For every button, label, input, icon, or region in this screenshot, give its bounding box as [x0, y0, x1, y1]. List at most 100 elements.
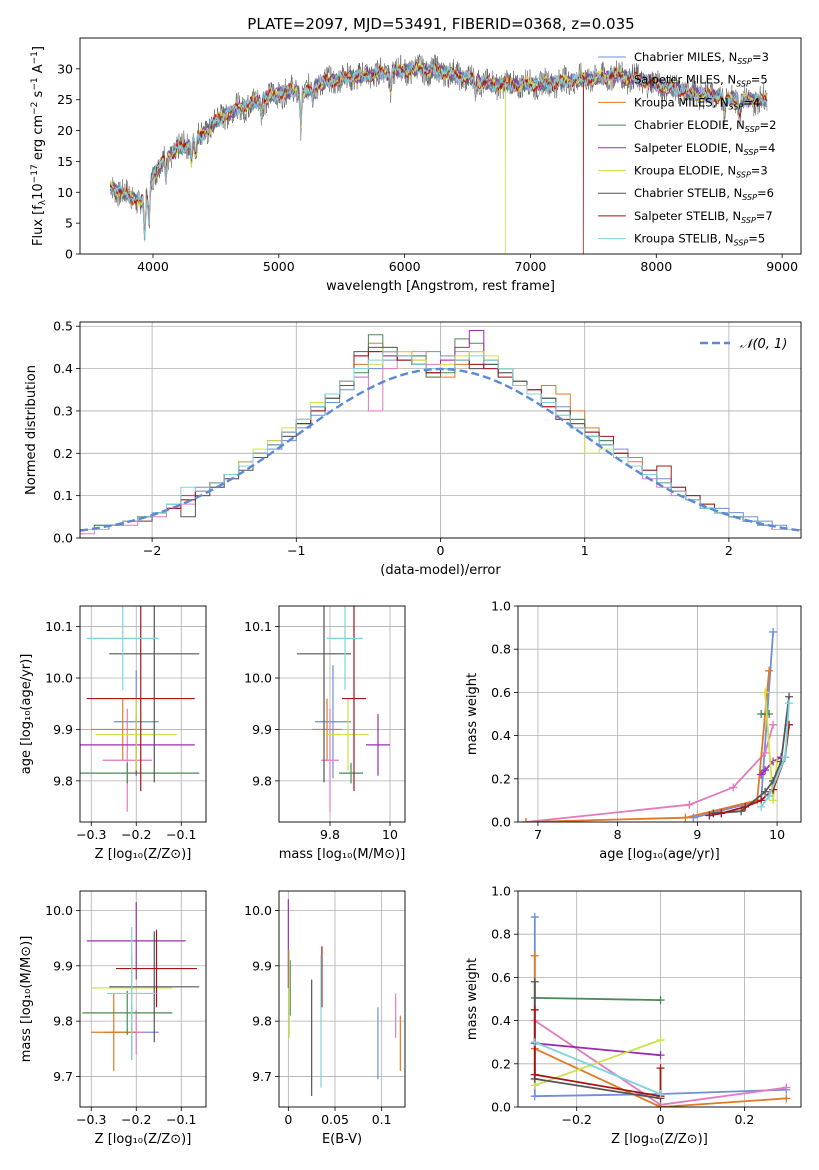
y-axis-label-part: 10: [31, 183, 46, 200]
x-tick-label: 0: [284, 1112, 292, 1127]
y-axis-label-part: erg cm: [31, 115, 46, 164]
legend-label: Salpeter ELODIE, NSSP=4: [634, 141, 775, 157]
weight-marker-chabrier_miles: [769, 627, 778, 636]
legend-label-sub: SSP: [745, 125, 760, 134]
panel-mass_vs_ebv: 0 0.05 0.1 9.7 9.8 9.9 10.0 E(B-V): [244, 890, 406, 1147]
plot-area: [80, 606, 200, 812]
x-tick-label: 0.05: [321, 1112, 349, 1127]
y-tick-label: 0: [65, 247, 73, 262]
y-axis-label-part: −2: [30, 102, 40, 115]
legend-label-sub: SSP: [741, 216, 756, 225]
legend-label-tail: =7: [756, 209, 773, 223]
y-tick-label: 9.9: [252, 958, 272, 973]
y-axis-label: mass [log₁₀(M/M⊙)]: [19, 936, 34, 1063]
y-tick-label: 15: [57, 154, 73, 169]
x-tick-label: 9.8: [320, 827, 340, 842]
y-axis-label: mass weight: [465, 673, 480, 755]
y-tick-label: 0.8: [491, 642, 511, 657]
plot-area: [530, 912, 791, 1107]
weight-marker-kroupa_miles: [782, 1094, 791, 1103]
weight-marker-kroupa_stelib: [757, 802, 766, 811]
grid: [80, 891, 206, 1107]
legend-label-text: Salpeter STELIB, N: [634, 209, 741, 223]
weight-marker-salpeter_miles: [782, 1083, 791, 1092]
weight-marker-kroupa_stelib: [781, 753, 790, 762]
x-tick-label: −0.3: [76, 1112, 106, 1127]
panel-mass_vs_Z: −0.3 −0.2 −0.1 9.7 9.8 9.9 10.0 Z [log₁₀(Z/Z⊙)]…: [19, 890, 207, 1147]
plot-area: [287, 899, 401, 1096]
weight-marker-kroupa_miles: [765, 666, 774, 675]
weight-marker-salpeter_miles: [769, 720, 778, 729]
y-axis-label: age [log₁₀(age/yr)]: [19, 654, 34, 775]
legend-label: Chabrier ELODIE, NSSP=2: [634, 118, 776, 134]
panel-age_vs_Z: −0.3 −0.2 −0.1 9.8 9.9 10.0 10.1 Z [log₁₀(Z/Z⊙)…: [19, 605, 207, 862]
axes-frame: [79, 321, 802, 539]
panel-residuals: −2 −1 0 1 2 0.0 0.1 0.2 0.3 0.4 0.5 (data-model)/er…: [24, 319, 802, 578]
x-tick-label: 10: [382, 827, 398, 842]
legend: 𝒩(0, 1): [700, 337, 787, 352]
x-tick-label: −0.2: [562, 1112, 592, 1127]
x-tick-label: 8: [614, 827, 622, 842]
y-tick-label: 0.4: [53, 361, 73, 376]
weight-marker-salpeter_stelib: [530, 1005, 539, 1014]
x-tick-label: 9000: [766, 259, 798, 274]
x-tick-label: 2: [725, 543, 733, 558]
weight-marker-salpeter_stelib: [656, 1064, 665, 1073]
weight-line-chabrier_elodie: [534, 997, 661, 1001]
weight-marker-kroupa_elodie: [761, 688, 770, 697]
weight-line-kroupa_stelib: [534, 1041, 661, 1095]
y-tick-label: 25: [57, 92, 73, 107]
x-tick-label: −0.2: [121, 1112, 151, 1127]
weight-marker-salpeter_elodie: [757, 770, 766, 779]
legend-label-sub: SSP: [742, 193, 757, 202]
x-axis-label: Z [log₁₀(Z/Z⊙)]: [611, 1132, 708, 1147]
x-axis-label: E(B-V): [322, 1132, 362, 1147]
y-tick-label: 9.8: [53, 1014, 73, 1029]
plot-area: [82, 902, 200, 1071]
y-tick-label: 9.7: [53, 1069, 73, 1084]
weight-marker-salpeter_stelib: [705, 811, 714, 820]
weight-marker-kroupa_stelib: [656, 1090, 665, 1099]
legend-label-sub: SSP: [734, 239, 749, 248]
y-tick-label: 10.0: [45, 903, 73, 918]
legend-label-text: Salpeter MILES, N: [634, 73, 736, 87]
weight-marker-chabrier_stelib: [530, 977, 539, 986]
y-axis-label-part: ]: [31, 46, 46, 51]
y-tick-label: 1.0: [491, 884, 511, 899]
spectrum-line-kroupa_stelib: [109, 61, 768, 242]
weight-marker-kroupa_miles: [521, 818, 530, 822]
y-tick-label: 0.2: [491, 1056, 511, 1071]
weight-marker-salpeter_miles: [685, 800, 694, 809]
y-tick-label: 30: [57, 61, 73, 76]
axes-frame: [278, 605, 406, 823]
weight-marker-salpeter_elodie: [656, 1051, 665, 1060]
y-tick-label: 0.4: [491, 728, 511, 743]
weight-line-kroupa_miles: [525, 670, 770, 822]
legend-label: Salpeter STELIB, NSSP=7: [634, 209, 773, 225]
spectrum-line-chabrier_stelib: [109, 53, 768, 240]
x-axis-label: (data-model)/error: [380, 563, 501, 578]
legend-label-tail: =3: [751, 164, 768, 178]
legend-label-sub: SSP: [736, 171, 751, 180]
panel-spectrum: 4000 5000 6000 7000 8000 9000 0 5 10 15 20 25 30 wave…: [30, 37, 802, 294]
weight-marker-kroupa_miles: [681, 813, 690, 822]
y-tick-label: 0.8: [491, 927, 511, 942]
y-axis-label-part: λ: [38, 199, 48, 205]
y-tick-label: 10: [57, 185, 73, 200]
legend-label-tail: =5: [748, 232, 765, 246]
weight-marker-kroupa_stelib: [765, 792, 774, 801]
legend-label: Kroupa ELODIE, NSSP=3: [634, 164, 768, 180]
panel-weight_vs_age: 7 8 9 10 0.0 0.2 0.4 0.6 0.8 1.0 age [log₁₀(age/yr…: [465, 599, 802, 862]
weight-marker-chabrier_miles: [530, 912, 539, 921]
y-tick-label: 10.0: [244, 671, 272, 686]
y-tick-label: 0.2: [491, 771, 511, 786]
legend-label-sub: SSP: [729, 102, 744, 111]
weight-marker-salpeter_elodie: [761, 766, 770, 775]
x-axis-label: mass [log₁₀(M/M⊙)]: [279, 847, 406, 862]
weight-marker-salpeter_stelib: [741, 802, 750, 811]
weight-marker-kroupa_stelib: [530, 1038, 539, 1047]
y-axis-label: mass weight: [465, 958, 480, 1040]
legend-label-tail: =4: [743, 95, 760, 109]
y-tick-label: 10.0: [244, 903, 272, 918]
